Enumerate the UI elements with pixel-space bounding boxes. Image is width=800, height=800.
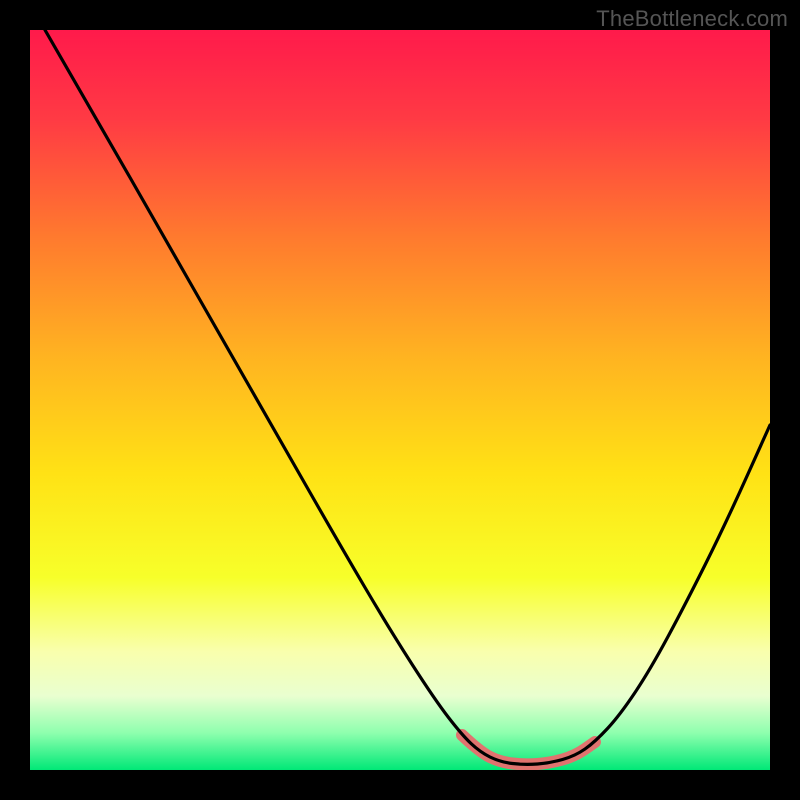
watermark-text: TheBottleneck.com [596,6,788,32]
plot-svg [30,30,770,770]
plot-area [30,30,770,770]
chart-frame: TheBottleneck.com [0,0,800,800]
gradient-background [30,30,770,770]
